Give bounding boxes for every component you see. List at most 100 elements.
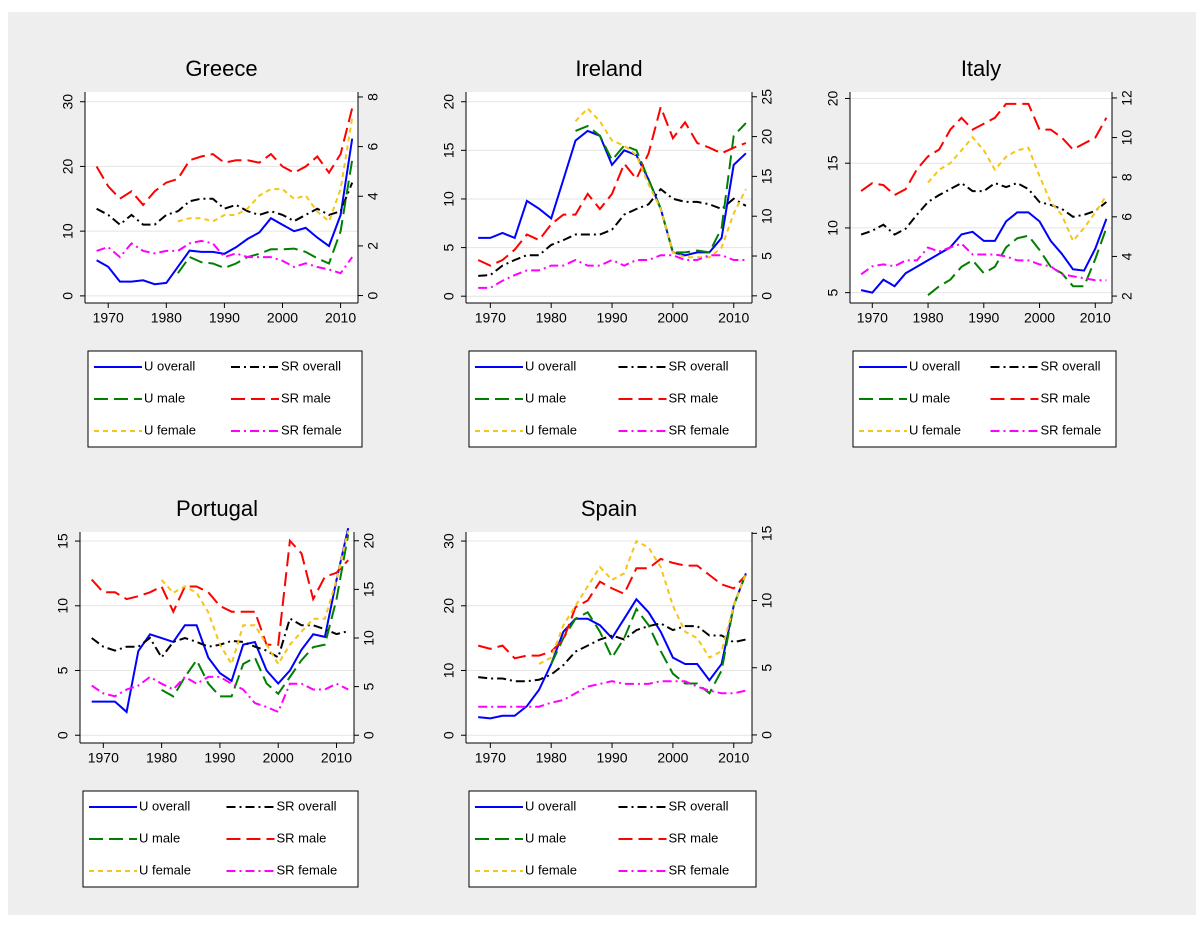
y2-tick-label: 2 [1119, 292, 1135, 300]
legend-label: U overall [139, 798, 190, 813]
legend-label: U female [144, 422, 196, 437]
series-line [90, 538, 349, 646]
series-line [860, 211, 1108, 294]
legend-label: U male [525, 830, 566, 845]
x-tick-label: 2010 [321, 750, 352, 766]
y-tick-label: 15 [825, 155, 841, 171]
y2-tick-label: 6 [1119, 213, 1135, 221]
y-tick-label: 10 [441, 191, 457, 207]
x-tick-label: 1990 [209, 310, 240, 326]
y2-tick-label: 4 [365, 192, 381, 200]
x-tick-label: 1990 [968, 310, 999, 326]
series-line [478, 622, 747, 683]
y2-tick-label: 25 [759, 89, 775, 105]
x-tick-label: 1980 [151, 310, 182, 326]
y2-tick-label: 20 [759, 129, 775, 145]
y-tick-label: 20 [60, 158, 76, 174]
x-tick-label: 2000 [657, 750, 688, 766]
y2-tick-label: 0 [759, 292, 775, 300]
series-line [161, 534, 350, 698]
y-tick-label: 5 [441, 243, 457, 251]
series-line [478, 254, 746, 289]
y-tick-label: 10 [55, 598, 71, 614]
y-tick-label: 0 [55, 731, 71, 739]
y2-tick-label: 0 [365, 291, 381, 299]
y2-tick-label: 8 [1119, 173, 1135, 181]
x-tick-label: 1970 [93, 310, 124, 326]
y2-tick-label: 10 [759, 593, 775, 609]
y-tick-label: 20 [441, 598, 457, 614]
series-line [96, 138, 354, 286]
chart-title: Ireland [575, 56, 642, 81]
plot-area [850, 92, 1112, 303]
series-line [177, 117, 354, 224]
x-tick-label: 1970 [857, 310, 888, 326]
legend-label: SR male [669, 390, 719, 405]
legend-label: SR male [1041, 390, 1091, 405]
y2-tick-label: 4 [1119, 252, 1135, 260]
legend-label: U male [909, 390, 950, 405]
y-tick-label: 10 [441, 663, 457, 679]
y2-tick-label: 6 [365, 143, 381, 151]
series-line [927, 135, 1108, 243]
y-tick-label: 20 [441, 94, 457, 110]
y-tick-label: 5 [55, 666, 71, 674]
y-tick-label: 30 [60, 94, 76, 110]
x-tick-label: 1980 [146, 750, 177, 766]
series-line [477, 557, 747, 660]
legend-label: SR female [669, 422, 730, 437]
y2-tick-label: 15 [759, 525, 775, 541]
x-tick-label: 1990 [204, 750, 235, 766]
x-tick-label: 2000 [267, 310, 298, 326]
x-tick-label: 1980 [536, 750, 567, 766]
chart-title: Portugal [176, 496, 258, 521]
x-tick-label: 2000 [1024, 310, 1055, 326]
y2-tick-label: 5 [759, 664, 775, 672]
x-tick-label: 2010 [718, 310, 749, 326]
x-tick-label: 1990 [596, 310, 627, 326]
y-tick-label: 0 [60, 292, 76, 300]
x-tick-label: 2010 [1080, 310, 1111, 326]
series-line [574, 107, 747, 259]
x-tick-label: 1970 [475, 310, 506, 326]
legend-label: SR male [669, 830, 719, 845]
series-line [478, 573, 747, 720]
x-tick-label: 2000 [263, 750, 294, 766]
series-line [478, 129, 747, 257]
series-line [478, 680, 747, 708]
legend-label: U male [144, 390, 185, 405]
legend-label: SR overall [277, 798, 337, 813]
plot-area [85, 92, 358, 303]
legend-label: SR female [277, 862, 338, 877]
y-tick-label: 10 [60, 223, 76, 239]
legend-label: SR overall [669, 798, 729, 813]
legend-label: SR overall [669, 358, 729, 373]
legend-label: SR female [1041, 422, 1102, 437]
y2-tick-label: 12 [1119, 90, 1135, 106]
x-tick-label: 1970 [475, 750, 506, 766]
y2-tick-label: 2 [365, 242, 381, 250]
chart-title: Italy [961, 56, 1001, 81]
x-tick-label: 2010 [325, 310, 356, 326]
series-line [538, 539, 747, 665]
series-line [860, 242, 1107, 282]
legend-label: SR female [281, 422, 342, 437]
y-tick-label: 15 [55, 533, 71, 549]
x-tick-label: 2000 [657, 310, 688, 326]
legend-label: SR overall [281, 358, 341, 373]
y2-tick-label: 0 [759, 731, 775, 739]
y2-tick-label: 10 [759, 208, 775, 224]
x-tick-label: 1980 [912, 310, 943, 326]
y-tick-label: 5 [825, 289, 841, 297]
series-line [95, 107, 354, 207]
series-line [477, 103, 747, 267]
series-line [478, 187, 747, 277]
y2-tick-label: 10 [1119, 130, 1135, 146]
y2-tick-label: 20 [361, 533, 377, 549]
y-tick-label: 10 [825, 220, 841, 236]
y2-tick-label: 0 [361, 731, 377, 739]
y2-tick-label: 15 [759, 168, 775, 184]
x-tick-label: 1980 [536, 310, 567, 326]
y2-tick-label: 8 [365, 93, 381, 101]
